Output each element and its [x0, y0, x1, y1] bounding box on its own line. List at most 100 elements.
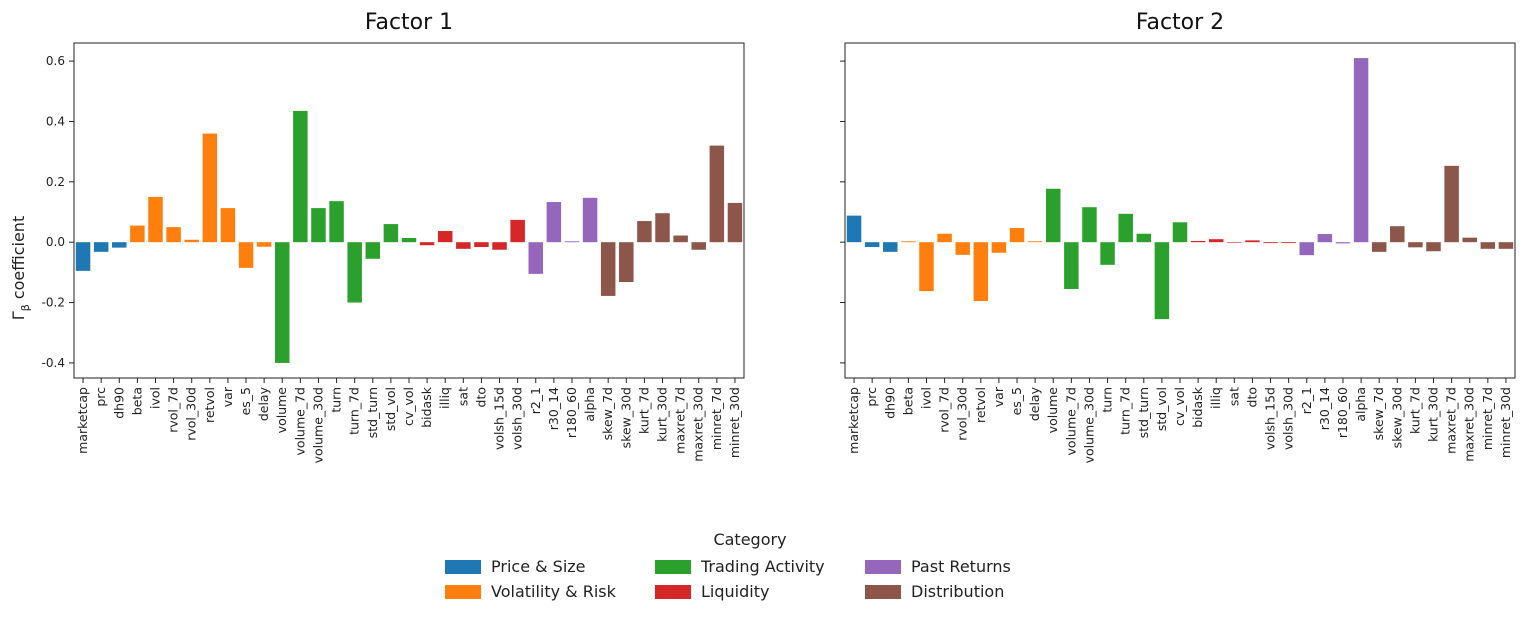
- x-tick-label: dh90: [111, 387, 126, 419]
- bar-minret_7d: [709, 145, 725, 243]
- x-tick-label: skew_7d: [1371, 387, 1386, 440]
- bar-r180_60: [1335, 242, 1351, 244]
- bar-r180_60: [564, 241, 580, 243]
- x-tick-label: illiq: [1208, 387, 1223, 409]
- legend-swatch: [865, 584, 901, 599]
- bar-prc: [864, 242, 880, 248]
- x-tick-label: kurt_30d: [655, 387, 670, 442]
- bar-std_vol: [383, 224, 399, 243]
- bar-volsh_15d: [1263, 242, 1278, 244]
- bar-r2_1: [528, 242, 543, 274]
- bar-minret_30d: [1498, 242, 1514, 249]
- x-tick-label: rvol_30d: [184, 387, 199, 441]
- x-tick-label: rvol_7d: [166, 387, 181, 433]
- y-axis-label-rest: coefficient: [9, 216, 28, 304]
- y-axis-label-sub: β: [19, 304, 32, 311]
- x-tick-label: dto: [473, 387, 488, 407]
- x-tick-label: volume_7d: [1063, 387, 1078, 455]
- bar-rvol_7d: [166, 227, 181, 243]
- x-tick-label: beta: [900, 387, 915, 415]
- bar-delay: [256, 242, 272, 247]
- x-tick-label: beta: [129, 387, 144, 415]
- bar-es_5: [238, 242, 254, 268]
- x-tick-label: volume: [274, 387, 289, 434]
- x-tick-label: marketcap: [846, 387, 861, 454]
- legend-swatch: [445, 559, 481, 574]
- legend-label: Distribution: [911, 582, 1005, 601]
- x-tick-label: r2_1: [1299, 387, 1314, 414]
- bar-marketcap: [846, 215, 862, 243]
- x-tick-label: minret_30d: [1498, 387, 1513, 458]
- x-tick-label: maxret_7d: [673, 387, 688, 454]
- bar-maxret_30d: [691, 242, 706, 250]
- bar-r30_14: [1317, 234, 1333, 243]
- x-tick-label: std_vol: [1154, 387, 1169, 431]
- bar-sat: [1227, 242, 1242, 243]
- bar-delay: [1027, 241, 1043, 243]
- bar-volume: [275, 242, 290, 363]
- x-tick-label: kurt_30d: [1426, 387, 1441, 442]
- x-tick-label: kurt_7d: [636, 387, 651, 434]
- legend-swatch: [655, 584, 691, 599]
- legend-grid: Price & Size Trading Activity Past Retur…: [440, 557, 1060, 601]
- bar-volume_30d: [311, 208, 326, 243]
- x-tick-label: r180_60: [1335, 387, 1350, 438]
- x-tick-label: prc: [864, 387, 879, 407]
- legend-item-price-size: Price & Size: [445, 557, 655, 576]
- x-tick-label: volume_30d: [310, 387, 325, 463]
- x-tick-label: es_5: [238, 387, 253, 415]
- bar-volume_7d: [1064, 242, 1079, 289]
- bar-rvol_30d: [184, 239, 199, 243]
- plot-frame: [73, 42, 745, 379]
- x-tick-label: alpha: [1353, 387, 1368, 422]
- x-tick-label: turn: [329, 387, 344, 413]
- bar-volsh_30d: [1281, 242, 1296, 244]
- x-tick-label: minret_30d: [727, 387, 742, 458]
- bar-volsh_15d: [492, 242, 507, 250]
- chart-title: Factor 1: [365, 10, 453, 35]
- bar-maxret_7d: [673, 235, 688, 243]
- x-tick-label: var: [991, 386, 1006, 407]
- legend-item-past-returns: Past Returns: [865, 557, 1055, 576]
- bar-prc: [93, 242, 109, 252]
- chart-panel-1: Factor 1 -0.4 -0.2 0.0 0.2 0.4 0.6 marketcap prc…: [42, 10, 745, 463]
- x-tick-label: volsh_30d: [1281, 387, 1296, 450]
- x-tick-label: rvol_7d: [937, 387, 952, 433]
- x-tick-label: delay: [1027, 386, 1042, 421]
- x-tick-label: var: [220, 386, 235, 407]
- x-tick-label: volsh_15d: [1263, 387, 1278, 450]
- bar-dto: [1245, 240, 1260, 243]
- x-tick-label: skew_30d: [1389, 387, 1404, 448]
- bar-maxret_7d: [1444, 165, 1459, 243]
- x-tick-label: bidask: [419, 386, 434, 428]
- bar-skew_30d: [1390, 226, 1405, 243]
- bar-var: [220, 208, 236, 243]
- bar-volume_30d: [1082, 207, 1097, 243]
- x-tick-label: prc: [93, 387, 108, 407]
- chart-title: Factor 2: [1136, 10, 1224, 35]
- bar-ivol: [148, 196, 163, 243]
- bar-marketcap: [75, 242, 91, 271]
- bar-alpha: [1353, 58, 1369, 243]
- legend-swatch: [865, 559, 901, 574]
- bar-illiq: [437, 231, 453, 243]
- bar-turn_7d: [1118, 213, 1133, 243]
- x-tick-label: r180_60: [564, 387, 579, 438]
- legend-label: Trading Activity: [701, 557, 825, 576]
- bar-dh90: [112, 242, 127, 248]
- x-tick-label: sat: [455, 387, 470, 406]
- x-tick-label: illiq: [437, 387, 452, 409]
- bar-beta: [130, 225, 145, 243]
- x-tick-label: volume_7d: [292, 387, 307, 455]
- x-tick-label: r2_1: [528, 387, 543, 414]
- bar-ivol: [919, 242, 934, 292]
- x-tick-label: std_vol: [383, 387, 398, 431]
- y-axis-label-main: Γ: [9, 311, 28, 320]
- x-tick-label: retvol: [202, 387, 217, 423]
- bar-minret_7d: [1480, 242, 1496, 249]
- bar-bidask: [1190, 240, 1206, 243]
- x-tick-label: bidask: [1190, 386, 1205, 428]
